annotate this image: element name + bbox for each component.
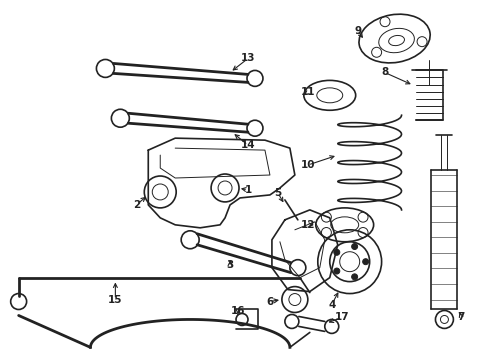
Text: 16: 16 <box>231 306 245 316</box>
Text: 1: 1 <box>245 185 252 195</box>
Text: 7: 7 <box>458 312 465 323</box>
Text: 4: 4 <box>328 300 336 310</box>
Text: 2: 2 <box>133 200 140 210</box>
Circle shape <box>334 268 340 274</box>
Text: 5: 5 <box>274 188 282 198</box>
Text: 3: 3 <box>226 260 234 270</box>
Text: 17: 17 <box>334 312 349 323</box>
Circle shape <box>352 243 358 249</box>
Text: 12: 12 <box>300 220 315 230</box>
Text: 9: 9 <box>354 26 361 36</box>
Text: 6: 6 <box>266 297 273 306</box>
Text: 10: 10 <box>300 160 315 170</box>
Text: 11: 11 <box>300 87 315 97</box>
Circle shape <box>363 259 368 265</box>
Text: 13: 13 <box>241 54 255 63</box>
Text: 14: 14 <box>241 140 255 150</box>
Text: 15: 15 <box>108 294 122 305</box>
Circle shape <box>352 274 358 280</box>
Text: 8: 8 <box>381 67 388 77</box>
Circle shape <box>334 249 340 255</box>
